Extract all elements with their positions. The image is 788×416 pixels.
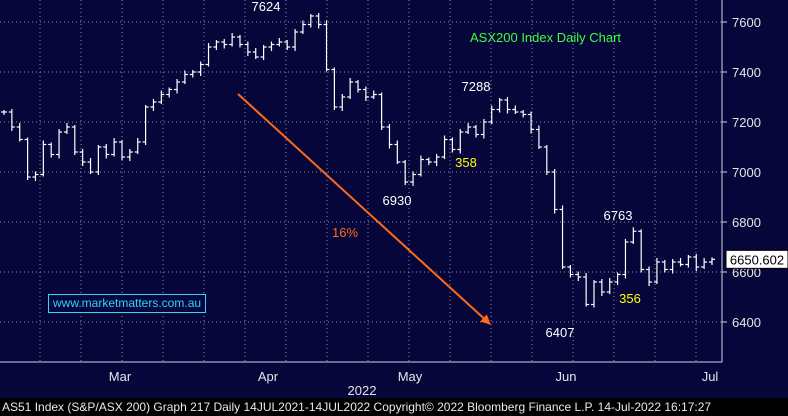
watermark-link: www.marketmatters.com.au (48, 294, 207, 313)
decline-arrow (237, 93, 491, 325)
y-tick-label: 7000 (732, 165, 761, 180)
y-tick-label: 6400 (732, 315, 761, 330)
x-tick-label: May (398, 369, 423, 384)
bloomberg-footer: AS51 Index (S&P/ASX 200) Graph 217 Daily… (0, 398, 788, 416)
chart-title: ASX200 Index Daily Chart (470, 30, 621, 45)
x-tick-label: Mar (109, 369, 132, 384)
x-tick-label: Jun (556, 369, 577, 384)
annotation-label: 16% (332, 225, 358, 240)
x-tick-label: Apr (258, 369, 279, 384)
last-value-label: 6650.602 (730, 252, 784, 267)
annotation-label: 358 (455, 155, 477, 170)
y-tick-label: 6800 (732, 215, 761, 230)
annotation-label: 356 (619, 291, 641, 306)
annotation-label: 6407 (546, 325, 575, 340)
x-axis-year-label: 2022 (348, 383, 377, 398)
y-tick-label: 7600 (732, 15, 761, 30)
plot-background (0, 0, 788, 398)
last-value-box (725, 249, 788, 269)
footer-text: AS51 Index (S&P/ASX 200) Graph 217 Daily… (2, 400, 712, 414)
y-tick-label: 7400 (732, 65, 761, 80)
annotation-label: 6763 (604, 208, 633, 223)
y-tick-label: 7200 (732, 115, 761, 130)
annotation-label: 7624 (252, 0, 281, 14)
annotation-label: 6930 (383, 193, 412, 208)
x-tick-label: Jul (702, 369, 719, 384)
annotation-label: 7288 (462, 79, 491, 94)
